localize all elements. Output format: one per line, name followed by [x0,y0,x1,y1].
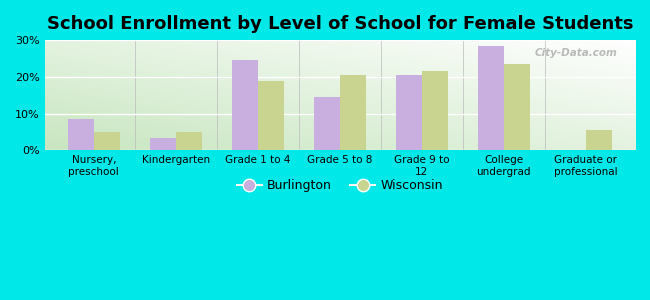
Bar [396,75,422,150]
Bar [68,119,94,150]
Bar [150,137,176,150]
Bar [422,71,448,150]
Bar [231,60,258,150]
Bar [478,46,504,150]
Legend: Burlington, Wisconsin: Burlington, Wisconsin [232,174,448,197]
Bar [340,75,366,150]
Bar [94,132,120,150]
Bar [586,130,612,150]
Bar [176,132,202,150]
Text: City-Data.com: City-Data.com [534,48,618,58]
Bar [504,64,530,150]
Bar [313,97,340,150]
Bar [258,80,284,150]
Title: School Enrollment by Level of School for Female Students: School Enrollment by Level of School for… [47,15,633,33]
